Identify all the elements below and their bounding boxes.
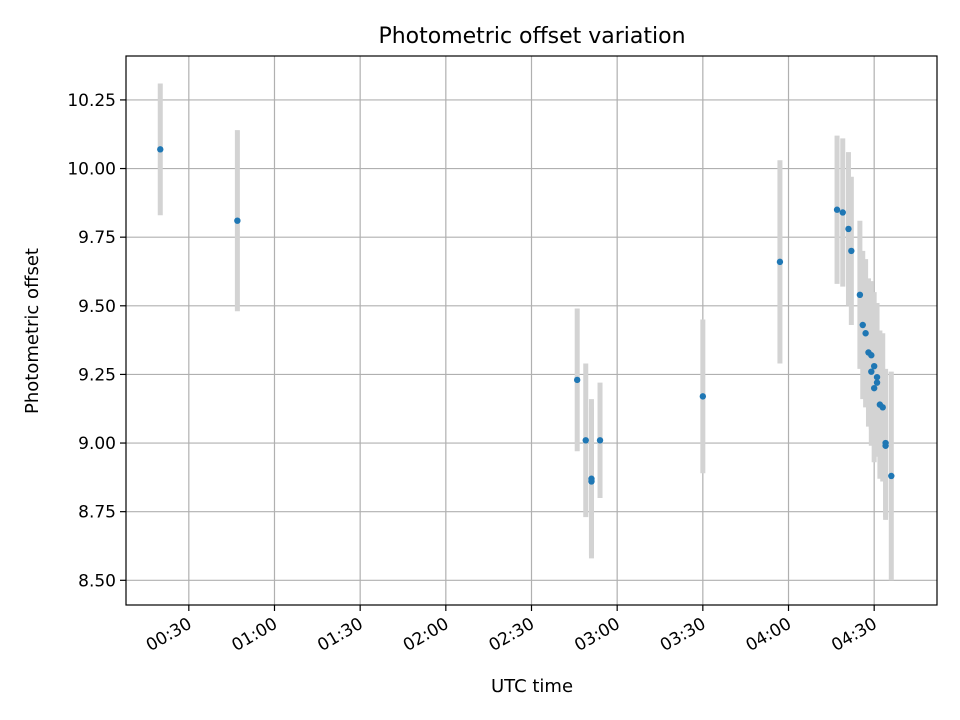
y-tick-label: 8.50	[78, 571, 116, 591]
data-point	[870, 362, 878, 370]
x-tick-label: 02:30	[486, 614, 538, 656]
data-point	[596, 437, 604, 444]
x-tick-label: 04:30	[828, 614, 880, 656]
x-tick-label: 01:30	[314, 614, 366, 656]
data-point	[848, 247, 855, 255]
data-point	[862, 330, 869, 337]
data-point	[588, 478, 595, 485]
y-tick-label: 10.00	[67, 160, 116, 180]
data-point	[573, 376, 581, 384]
data-point	[699, 393, 707, 400]
y-tick-label: 9.25	[78, 365, 116, 385]
data-point	[234, 217, 241, 224]
data-point	[845, 225, 852, 233]
data-point	[868, 352, 875, 359]
x-tick-label: 01:00	[229, 614, 281, 656]
x-tick-label: 00:30	[143, 614, 195, 656]
x-tick-label: 03:30	[657, 614, 709, 656]
data-point	[873, 379, 881, 386]
y-tick-label: 10.25	[67, 91, 116, 111]
y-tick-label: 9.50	[78, 297, 116, 317]
y-tick-label: 8.75	[78, 503, 116, 523]
data-point	[882, 442, 889, 449]
y-tick-label: 9.00	[78, 434, 116, 454]
x-tick-label: 02:00	[400, 614, 452, 656]
data-point	[833, 206, 841, 213]
data-point	[879, 404, 886, 411]
data-point	[856, 291, 864, 299]
data-point	[870, 384, 878, 392]
chart-title: Photometric offset variation	[378, 24, 685, 49]
data-points	[157, 146, 895, 485]
data-point	[839, 209, 846, 216]
y-axis-ticks: 8.50 8.75 9.00 9.25 9.50 9.75 10.00 10.25	[67, 91, 126, 591]
data-point	[873, 373, 881, 381]
x-axis-label: UTC time	[491, 676, 573, 697]
data-point	[868, 368, 875, 375]
data-point	[157, 146, 164, 153]
x-tick-label: 04:00	[743, 614, 795, 656]
data-point	[776, 258, 784, 266]
x-axis-ticks: 00:30 01:00 01:30 02:00 02:30 03:00 03:30 04:00…	[143, 605, 881, 656]
y-tick-label: 9.75	[78, 228, 116, 248]
data-point	[582, 437, 589, 444]
x-tick-label: 03:00	[571, 614, 623, 656]
data-point	[888, 472, 895, 480]
grid	[126, 56, 937, 605]
y-axis-label: Photometric offset	[22, 248, 43, 414]
data-point	[859, 321, 866, 329]
error-bars	[157, 83, 894, 581]
